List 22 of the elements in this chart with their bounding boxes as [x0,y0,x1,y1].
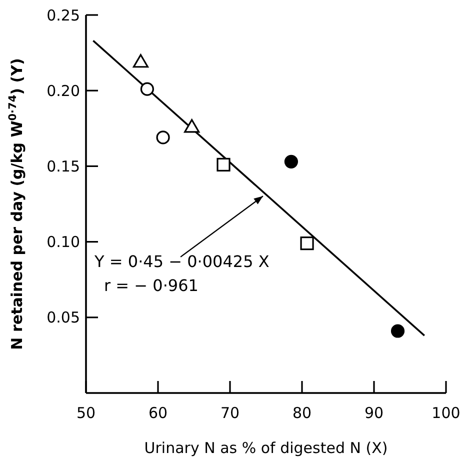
y-tick-label: 0.15 [46,157,80,176]
point [216,158,230,172]
point [140,82,154,96]
x-tick-label: 60 [148,404,168,422]
x-tick-label: 90 [364,404,384,422]
x-tick-label: 100 [432,404,460,422]
x-axis-title: Urinary N as % of digested N (X) [144,439,388,457]
annotation: Y = 0·45 − 0·00425 X [94,252,270,271]
y-tick-label: 0.10 [46,233,80,252]
point [132,54,149,68]
x-tick-label: 50 [76,404,96,422]
x-tick-label: 80 [292,404,312,422]
point [184,119,200,133]
x-tick-label: 70 [220,404,240,422]
annotation: r = − 0·961 [104,276,198,295]
point [390,324,405,338]
point [284,154,298,168]
point [156,130,170,144]
y-tick-label: 0.25 [46,6,80,24]
y-tick-label: 0.05 [46,308,80,327]
y-tick-label: 0.20 [46,82,80,100]
point [300,236,314,250]
